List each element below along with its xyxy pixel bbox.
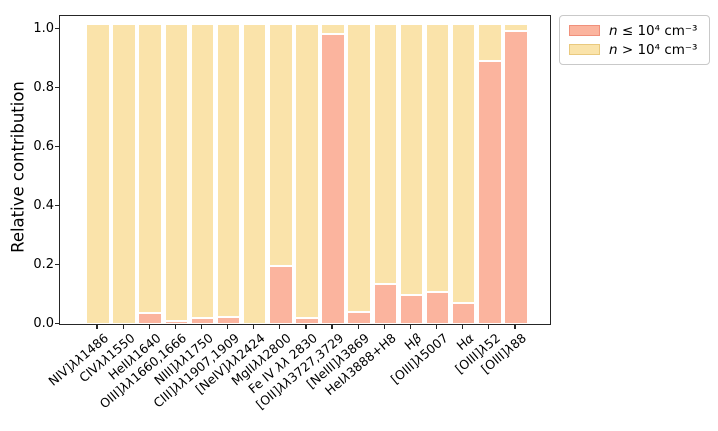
bar-segment-high-density <box>478 23 502 61</box>
x-tick <box>227 324 229 329</box>
y-tick-label: 0.8 <box>33 79 54 95</box>
stacked-bar <box>504 23 528 324</box>
bar-segment-high-density <box>216 23 241 317</box>
x-tick <box>435 324 438 329</box>
bar-segment-high-density <box>242 23 267 324</box>
y-tick-label: 0.2 <box>33 257 54 273</box>
x-tick <box>279 324 281 329</box>
y-tick <box>55 145 59 148</box>
stacked-bar <box>321 23 345 324</box>
bar-segment-low-density <box>478 60 502 324</box>
stacked-bar <box>347 23 371 324</box>
legend-swatch-high_density <box>569 44 600 55</box>
x-tick <box>253 324 255 329</box>
stacked-bar <box>451 23 476 324</box>
x-tick <box>514 324 516 329</box>
y-tick <box>55 323 59 325</box>
bar-segment-high-density <box>399 23 424 296</box>
stacked-bar <box>190 23 215 324</box>
y-tick <box>55 27 59 29</box>
legend-item-low_density: n ≤ 10⁴ cm⁻³ <box>569 22 700 39</box>
legend-swatch-low_density <box>569 25 600 36</box>
bar-segment-low-density <box>399 295 424 324</box>
x-tick <box>96 324 98 329</box>
bar-segment-high-density <box>373 23 398 284</box>
bar-segment-high-density <box>138 23 162 314</box>
x-tick <box>174 324 176 329</box>
bar-segment-high-density <box>112 23 136 324</box>
bar-segment-high-density <box>190 23 215 319</box>
x-tick <box>331 324 333 329</box>
x-tick <box>357 324 359 329</box>
stacked-bar <box>399 23 424 324</box>
bar-segment-low-density <box>190 318 215 324</box>
x-tick <box>383 324 385 329</box>
stacked-bar <box>269 23 293 324</box>
bar-segment-high-density <box>347 23 371 312</box>
y-tick <box>55 264 59 266</box>
bar-segment-high-density <box>504 23 528 31</box>
bar-segment-low-density <box>164 321 189 324</box>
y-tick <box>55 86 59 88</box>
stacked-bar <box>373 23 398 324</box>
bar-segment-low-density <box>269 265 293 324</box>
x-tick <box>305 324 307 329</box>
stacked-bar <box>478 23 502 324</box>
bar-segment-high-density <box>321 23 345 34</box>
x-tick <box>462 324 464 329</box>
y-tick <box>55 205 59 207</box>
stacked-bar <box>112 23 136 324</box>
bar-segment-low-density <box>347 311 371 324</box>
legend-label-low_density: n ≤ 10⁴ cm⁻³ <box>609 22 698 39</box>
bar-segment-high-density <box>86 23 110 324</box>
stacked-bar <box>242 23 267 324</box>
bar-segment-low-density <box>295 318 319 324</box>
bar-segment-high-density <box>425 23 450 293</box>
bar-segment-low-density <box>216 317 241 324</box>
bar-segment-low-density <box>504 30 528 324</box>
x-tick <box>200 324 203 329</box>
y-tick-label: 0.4 <box>33 198 54 214</box>
legend-label-high_density: n > 10⁴ cm⁻³ <box>609 41 698 58</box>
bar-segment-low-density <box>451 302 476 324</box>
stacked-bar <box>295 23 319 324</box>
stacked-bar <box>164 23 189 324</box>
bar-segment-high-density <box>269 23 293 266</box>
x-tick <box>409 324 412 329</box>
bar-segment-low-density <box>321 33 345 324</box>
y-tick-label: 0.6 <box>33 139 54 154</box>
stacked-bar <box>425 23 450 324</box>
stacked-bar <box>86 23 110 324</box>
y-tick-label: 0.0 <box>33 316 54 332</box>
y-tick-label: 1.0 <box>33 20 54 36</box>
stacked-bar <box>216 23 241 324</box>
bar-segment-high-density <box>164 23 189 322</box>
stacked-bar <box>138 23 162 324</box>
legend: n ≤ 10⁴ cm⁻³ n > 10⁴ cm⁻³ <box>559 15 710 65</box>
x-tick <box>122 324 124 329</box>
legend-item-high_density: n > 10⁴ cm⁻³ <box>569 41 700 58</box>
x-tick <box>148 324 150 329</box>
bar-segment-low-density <box>138 313 162 324</box>
x-tick <box>488 324 490 329</box>
bar-segment-high-density <box>451 23 476 303</box>
y-axis-label: Relative contribution <box>8 81 28 253</box>
plot-area <box>59 14 551 325</box>
bar-segment-low-density <box>425 292 450 324</box>
bar-segment-low-density <box>373 283 398 324</box>
bar-segment-high-density <box>295 23 319 319</box>
